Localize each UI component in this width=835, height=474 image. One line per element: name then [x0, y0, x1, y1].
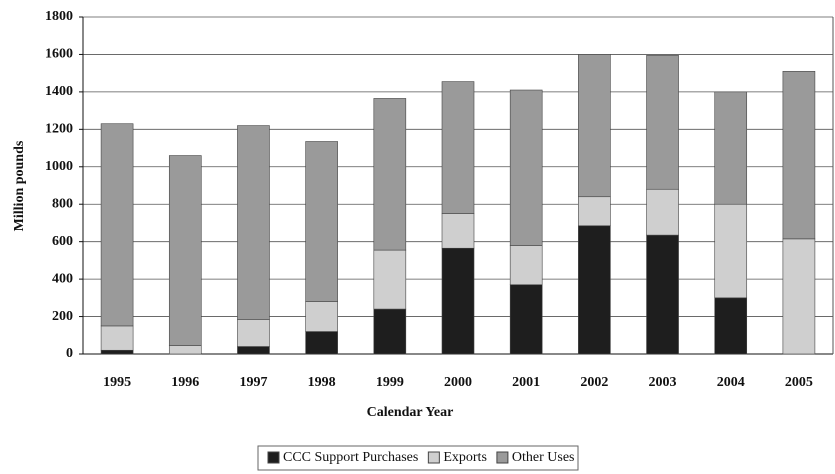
y-tick-label: 1200 [45, 122, 73, 137]
bar-segment [373, 98, 407, 251]
bar-segment [782, 70, 816, 240]
x-tick-label: 2003 [649, 375, 677, 390]
bar-segment [782, 238, 816, 355]
x-tick-label: 1995 [103, 375, 131, 390]
x-tick-label: 2004 [717, 375, 745, 390]
bar-segment [714, 203, 748, 299]
bar-segment [373, 308, 407, 355]
bar-segment [168, 155, 202, 346]
y-tick-label: 1800 [45, 9, 73, 24]
bar-segment [646, 55, 679, 190]
bar-segment [714, 297, 748, 355]
bar-segment [714, 91, 748, 205]
bar-segment [646, 234, 679, 355]
bar-segment [441, 247, 475, 355]
bar-segment [237, 346, 270, 355]
x-tick-label: 1998 [308, 375, 336, 390]
bar-segment [305, 141, 338, 302]
y-tick-label: 600 [52, 234, 73, 249]
x-tick-label: 1997 [239, 375, 267, 390]
x-tick-label: 1999 [376, 375, 404, 390]
legend-box [257, 445, 579, 471]
x-tick-label: 2001 [512, 375, 540, 390]
bar-segment [100, 325, 134, 351]
legend-swatch [267, 451, 280, 464]
bar-segment [100, 123, 134, 327]
y-tick-label: 200 [52, 309, 73, 324]
bar-segment [509, 245, 543, 286]
y-tick-label: 0 [66, 346, 73, 361]
bar-segment [509, 284, 543, 355]
bar-segment [578, 196, 611, 227]
x-tick-label: 2005 [785, 375, 813, 390]
legend-label: Exports [443, 450, 487, 465]
x-axis-title: Calendar Year [367, 405, 454, 420]
bar-segment [100, 349, 134, 355]
y-tick-label: 400 [52, 271, 73, 286]
bar-segment [305, 331, 338, 355]
bar-segment [578, 225, 611, 355]
x-tick-label: 1996 [171, 375, 199, 390]
bar-segment [578, 54, 611, 198]
y-axis-title: Million pounds [12, 140, 27, 231]
bar-segment [646, 188, 679, 236]
x-tick-label: 2000 [444, 375, 472, 390]
y-tick-label: 1000 [45, 159, 73, 174]
x-tick-label: 2002 [580, 375, 608, 390]
bar-segment [168, 345, 202, 355]
y-tick-label: 1600 [45, 47, 73, 62]
bar-segment [237, 125, 270, 320]
legend-swatch [427, 451, 440, 464]
bar-segment [509, 89, 543, 246]
y-tick-label: 1400 [45, 84, 73, 99]
bar-segment [373, 249, 407, 310]
legend-label: Other Uses [512, 450, 575, 465]
bar-segment [441, 81, 475, 214]
bar-segment [305, 301, 338, 332]
y-tick-label: 800 [52, 196, 73, 211]
bar-segment [441, 213, 475, 249]
legend-swatch [496, 451, 509, 464]
legend-label: CCC Support Purchases [283, 450, 418, 465]
bar-segment [237, 319, 270, 347]
